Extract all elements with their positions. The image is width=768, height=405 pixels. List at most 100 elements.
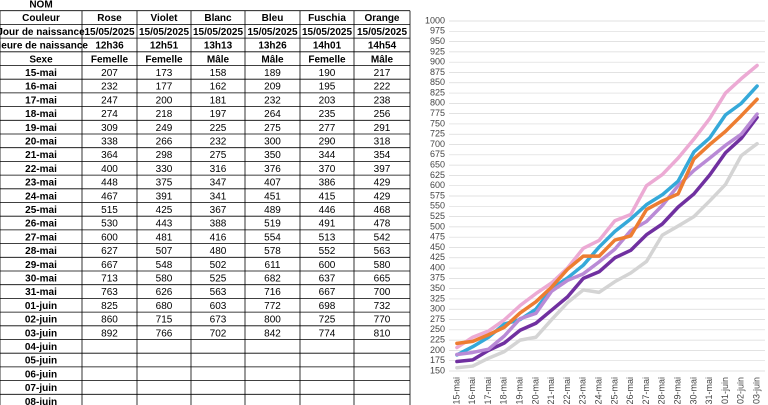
row-label: 21-mai (25, 150, 57, 161)
cell: 732 (374, 301, 391, 312)
header-cell: Orange (364, 13, 399, 24)
cell: 715 (156, 315, 173, 326)
cell: 400 (101, 164, 118, 175)
cell: 800 (264, 315, 281, 326)
cell: 15/05/2025 (139, 27, 189, 38)
row-label: 16-mai (25, 82, 57, 93)
y-tick-label: 950 (430, 36, 445, 46)
cell: 232 (210, 136, 227, 147)
y-tick-label: 1000 (425, 15, 445, 25)
y-tick-label: 300 (430, 304, 445, 314)
cell: 249 (156, 123, 173, 134)
y-tick-label: 225 (430, 334, 445, 344)
cell: 309 (101, 123, 118, 134)
cell: 667 (319, 287, 336, 298)
x-tick-label: 24-mai (593, 377, 603, 405)
cell: 13h26 (258, 41, 287, 52)
row-label: 04-juin (25, 342, 57, 353)
cell: 12h36 (95, 41, 124, 52)
cell: 277 (319, 123, 336, 134)
cell: 507 (156, 246, 173, 257)
cell: 275 (210, 150, 227, 161)
cell: 347 (210, 178, 227, 189)
cell: 266 (156, 136, 173, 147)
y-tick-label: 775 (430, 108, 445, 118)
cell: 195 (319, 82, 336, 93)
cell: 626 (156, 287, 173, 298)
x-tick-label: 22-mai (562, 377, 572, 405)
row-label: 28-mai (25, 246, 57, 257)
row-label: 25-mai (25, 205, 57, 216)
cell: 563 (210, 287, 227, 298)
row-label: 05-juin (25, 356, 57, 367)
cell: 225 (210, 123, 227, 134)
cell: 173 (156, 68, 173, 79)
y-tick-label: 475 (430, 232, 445, 242)
cell: 481 (156, 232, 173, 243)
cell: 548 (156, 260, 173, 271)
cell: 580 (156, 273, 173, 284)
y-tick-label: 800 (430, 98, 445, 108)
cell: 300 (264, 136, 281, 147)
x-tick-label: 19-mai (514, 377, 524, 405)
cell: 763 (101, 287, 118, 298)
cell: 207 (101, 68, 118, 79)
y-tick-label: 725 (430, 129, 445, 139)
cell: 344 (319, 150, 336, 161)
y-tick-label: 350 (430, 283, 445, 293)
x-tick-label: 30-mai (688, 377, 698, 405)
cell: 713 (101, 273, 118, 284)
row-label: 01-juin (25, 301, 57, 312)
cell: 429 (374, 191, 391, 202)
cell: 232 (264, 95, 281, 106)
x-tick-label: 21-mai (546, 377, 556, 405)
cell: 554 (264, 232, 281, 243)
x-tick-label: 03-juin (751, 377, 761, 404)
cell: 429 (374, 178, 391, 189)
cell: 825 (101, 301, 118, 312)
x-tick-label: 01-juin (720, 377, 730, 404)
cell: 519 (264, 219, 281, 230)
cell: 238 (374, 95, 391, 106)
cell: 162 (210, 82, 227, 93)
y-tick-label: 875 (430, 67, 445, 77)
y-tick-label: 750 (430, 118, 445, 128)
cell: 892 (101, 328, 118, 339)
cell: 451 (264, 191, 281, 202)
x-tick-label: 15-mai (451, 377, 461, 405)
row-label: 24-mai (25, 191, 57, 202)
y-tick-label: 175 (430, 355, 445, 365)
cell: 12h51 (150, 41, 179, 52)
cell: 158 (210, 68, 227, 79)
cell: 274 (101, 109, 118, 120)
cell: 627 (101, 246, 118, 257)
cell: 468 (374, 205, 391, 216)
cell: 665 (374, 273, 391, 284)
cell: Mâle (371, 54, 394, 65)
table-title: NOM (29, 0, 52, 10)
cell: 391 (156, 191, 173, 202)
cell: Mâle (261, 54, 284, 65)
y-tick-label: 150 (430, 365, 445, 375)
cell: 489 (264, 205, 281, 216)
y-tick-label: 525 (430, 211, 445, 221)
cell: 298 (156, 150, 173, 161)
cell: 190 (319, 68, 336, 79)
cell: 15/05/2025 (193, 27, 243, 38)
y-tick-label: 700 (430, 139, 445, 149)
x-tick-label: 23-mai (578, 377, 588, 405)
cell: 370 (319, 164, 336, 175)
cell: 603 (210, 301, 227, 312)
row-label: 15-mai (25, 68, 57, 79)
cell: 772 (264, 301, 281, 312)
row-label: Jour de naissance (0, 27, 85, 38)
y-tick-label: 850 (430, 77, 445, 87)
y-tick-label: 575 (430, 190, 445, 200)
cell: 530 (101, 219, 118, 230)
cell: 354 (374, 150, 391, 161)
cell: 209 (264, 82, 281, 93)
row-label: 06-juin (25, 369, 57, 380)
cell: 350 (264, 150, 281, 161)
header-cell: Rose (97, 13, 122, 24)
cell: 698 (319, 301, 336, 312)
